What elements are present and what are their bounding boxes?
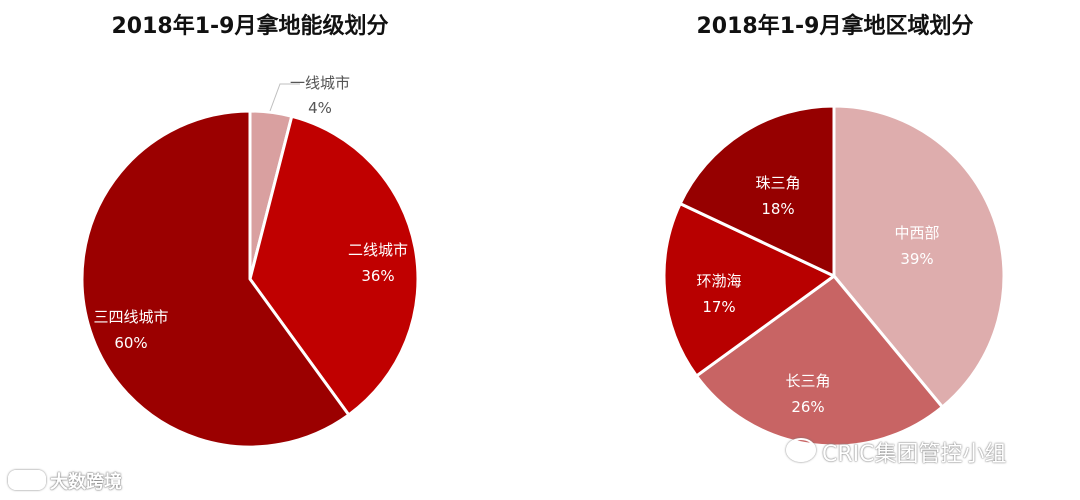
pie-1-slice-0 <box>832 104 1006 409</box>
pie-1-slice-3 <box>678 104 836 278</box>
pie-0-pct-0: 4% <box>308 99 332 117</box>
pie-0-slice-2 <box>80 109 351 449</box>
pie-1-label-0: 中西部 <box>894 224 939 242</box>
logo-icon <box>8 470 46 490</box>
pie-1-label-3: 珠三角 <box>755 174 800 192</box>
pie-1-slice-2 <box>662 202 836 378</box>
pie-1-pct-1: 26% <box>791 398 824 416</box>
pie-1-label-2: 环渤海 <box>696 272 741 290</box>
pie-1-pct-0: 39% <box>900 250 933 268</box>
watermark-dashujingjing: 大数跨境 <box>50 472 122 493</box>
pie-0-label-1: 二线城市 <box>348 241 408 259</box>
pie-1-pct-2: 17% <box>702 298 735 316</box>
chart-title-left: 2018年1-9月拿地能级划分 <box>111 14 389 39</box>
pie-0-label-0: 一线城市 <box>290 74 350 92</box>
wechat-icon <box>786 438 816 462</box>
pie-1-label-1: 长三角 <box>785 372 830 390</box>
pie-0-leader-0 <box>269 83 300 112</box>
pie-0-pct-2: 60% <box>114 334 147 352</box>
pie-0-pct-1: 36% <box>361 267 394 285</box>
pie-0-label-2: 三四线城市 <box>93 308 168 326</box>
pie-0-slice-1 <box>248 114 420 417</box>
pie-1-pct-3: 18% <box>761 200 794 218</box>
chart-title-right: 2018年1-9月拿地区域划分 <box>696 14 974 39</box>
watermark-cric: CRIC集团管控小组 <box>822 442 1007 467</box>
